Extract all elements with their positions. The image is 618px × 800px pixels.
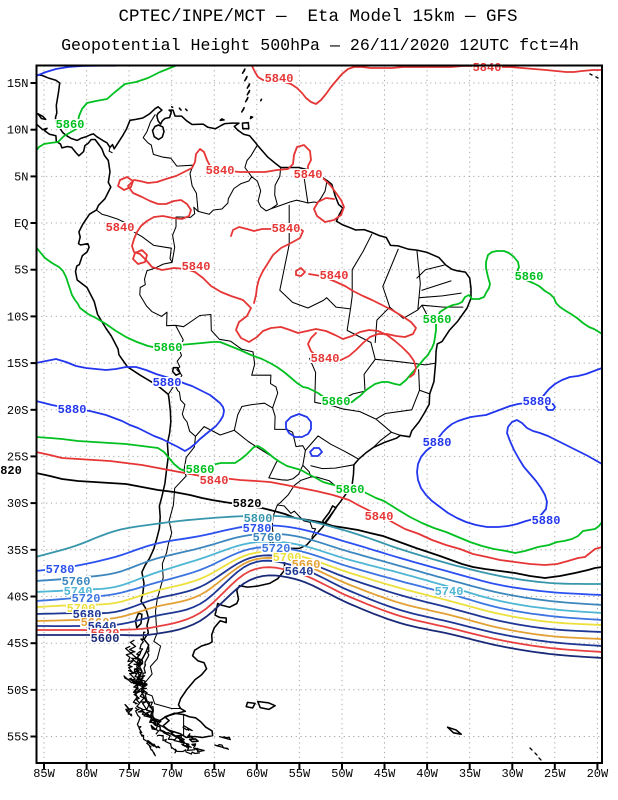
svg-text:5780: 5780 xyxy=(46,563,75,577)
svg-text:10S: 10S xyxy=(7,310,29,324)
svg-text:5760: 5760 xyxy=(62,575,91,589)
svg-text:55S: 55S xyxy=(7,731,29,745)
svg-text:75W: 75W xyxy=(118,767,140,781)
svg-text:5800: 5800 xyxy=(244,512,273,526)
svg-text:55W: 55W xyxy=(289,767,311,781)
svg-text:5860: 5860 xyxy=(336,483,365,497)
svg-text:5880: 5880 xyxy=(153,376,182,390)
svg-text:40S: 40S xyxy=(7,591,29,605)
svg-text:5820: 5820 xyxy=(233,497,262,511)
svg-text:5720: 5720 xyxy=(72,592,101,606)
svg-text:65W: 65W xyxy=(203,767,225,781)
svg-text:5760: 5760 xyxy=(253,531,282,545)
svg-text:5600: 5600 xyxy=(91,632,120,646)
svg-text:5840: 5840 xyxy=(265,72,294,86)
svg-text:5840: 5840 xyxy=(206,164,235,178)
svg-text:5880: 5880 xyxy=(58,403,87,417)
svg-text:5860: 5860 xyxy=(322,395,351,409)
svg-text:10N: 10N xyxy=(7,124,29,138)
svg-text:820: 820 xyxy=(0,464,22,478)
svg-text:5640: 5640 xyxy=(285,565,314,579)
svg-text:25W: 25W xyxy=(544,767,566,781)
svg-text:60W: 60W xyxy=(246,767,268,781)
svg-text:15S: 15S xyxy=(7,357,29,371)
svg-text:5880: 5880 xyxy=(523,395,552,409)
svg-text:45S: 45S xyxy=(7,637,29,651)
svg-text:5S: 5S xyxy=(14,264,28,278)
svg-text:20W: 20W xyxy=(587,767,609,781)
svg-text:35S: 35S xyxy=(7,544,29,558)
svg-text:5860: 5860 xyxy=(56,118,85,132)
svg-text:5840: 5840 xyxy=(106,221,135,235)
svg-text:20S: 20S xyxy=(7,404,29,418)
svg-text:5740: 5740 xyxy=(435,585,464,599)
svg-text:5860: 5860 xyxy=(423,313,452,327)
svg-text:5840: 5840 xyxy=(272,222,301,236)
svg-text:5860: 5860 xyxy=(515,270,544,284)
svg-text:5840: 5840 xyxy=(365,510,394,524)
svg-text:50S: 50S xyxy=(7,684,29,698)
svg-text:5840: 5840 xyxy=(311,352,340,366)
svg-text:35W: 35W xyxy=(459,767,481,781)
svg-text:5840: 5840 xyxy=(320,269,349,283)
svg-text:5860: 5860 xyxy=(186,463,215,477)
svg-text:EQ: EQ xyxy=(14,217,28,231)
svg-text:25S: 25S xyxy=(7,450,29,464)
svg-text:5880: 5880 xyxy=(423,436,452,450)
svg-text:80W: 80W xyxy=(76,767,98,781)
svg-text:40W: 40W xyxy=(416,767,438,781)
svg-text:5840: 5840 xyxy=(294,168,323,182)
svg-text:CPTEC/INPE/MCT — Eta Model 15: CPTEC/INPE/MCT — Eta Model 15km — GFS xyxy=(118,7,517,27)
svg-text:5N: 5N xyxy=(14,170,28,184)
svg-text:30S: 30S xyxy=(7,497,29,511)
svg-text:70W: 70W xyxy=(161,767,183,781)
svg-text:5840: 5840 xyxy=(200,474,229,488)
svg-text:5840: 5840 xyxy=(182,260,211,274)
svg-text:50W: 50W xyxy=(331,767,353,781)
svg-text:30W: 30W xyxy=(501,767,523,781)
svg-text:45W: 45W xyxy=(374,767,396,781)
svg-text:5860: 5860 xyxy=(154,341,183,355)
svg-text:85W: 85W xyxy=(33,767,55,781)
svg-text:15N: 15N xyxy=(7,77,29,91)
svg-text:5840: 5840 xyxy=(473,61,502,75)
svg-text:Geopotential Height 500hPa — 2: Geopotential Height 500hPa — 26/11/2020 … xyxy=(61,36,579,55)
svg-text:5880: 5880 xyxy=(532,514,561,528)
